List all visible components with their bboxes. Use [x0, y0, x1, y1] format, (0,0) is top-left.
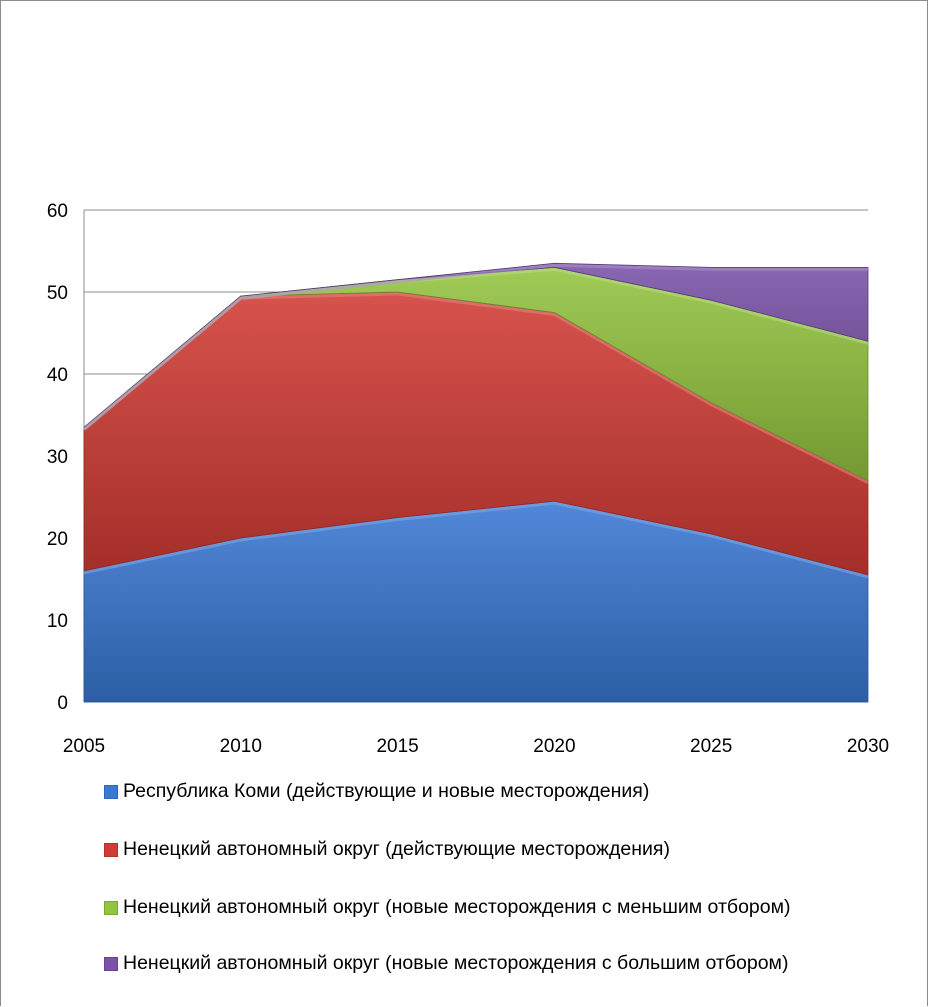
- legend-label-nao-new-high: Ненецкий автономный округ (новые месторо…: [123, 952, 789, 974]
- legend-item-nao-new-high: Ненецкий автономный округ (новые месторо…: [104, 950, 883, 976]
- area-ridge-0: [83, 501, 869, 579]
- y-axis-ticks: 0 10 20 30 40 50 60: [47, 201, 68, 714]
- y-tick-label-60: 60: [47, 201, 68, 222]
- legend-label-nao-new-low: Ненецкий автономный округ (новые месторо…: [123, 896, 791, 918]
- legend-label-komi: Республика Коми (действующие и новые мес…: [123, 780, 650, 802]
- legend-swatch-komi: [104, 785, 118, 799]
- y-tick-label-10: 10: [47, 611, 68, 632]
- legend-swatch-nao-new-high: [104, 957, 118, 971]
- x-tick-label-2030: 2030: [847, 736, 889, 757]
- legend-label-nao-existing: Ненецкий автономный округ (действующие м…: [123, 838, 670, 860]
- legend-swatch-nao-existing: [104, 843, 118, 857]
- x-axis-ticks: 2005 2010 2015 2020 2025 2030: [63, 736, 889, 757]
- y-tick-label-30: 30: [47, 447, 68, 468]
- x-tick-label-2005: 2005: [63, 736, 105, 757]
- x-tick-label-2010: 2010: [220, 736, 262, 757]
- legend-item-komi: Республика Коми (действующие и новые мес…: [104, 778, 883, 804]
- legend-swatch-nao-new-low: [104, 901, 118, 915]
- y-tick-label-20: 20: [47, 529, 68, 550]
- y-tick-label-40: 40: [47, 365, 68, 386]
- y-tick-label-0: 0: [57, 693, 68, 714]
- y-tick-label-50: 50: [47, 283, 68, 304]
- x-tick-label-2015: 2015: [376, 736, 418, 757]
- x-tick-label-2025: 2025: [690, 736, 732, 757]
- legend-item-nao-new-low: Ненецкий автономный округ (новые месторо…: [104, 894, 883, 920]
- area-series: [83, 262, 869, 703]
- legend-item-nao-existing: Ненецкий автономный округ (действующие м…: [104, 836, 883, 862]
- area-series-3: [83, 262, 869, 428]
- x-tick-label-2020: 2020: [533, 736, 575, 757]
- area-ridge-3: [83, 263, 868, 431]
